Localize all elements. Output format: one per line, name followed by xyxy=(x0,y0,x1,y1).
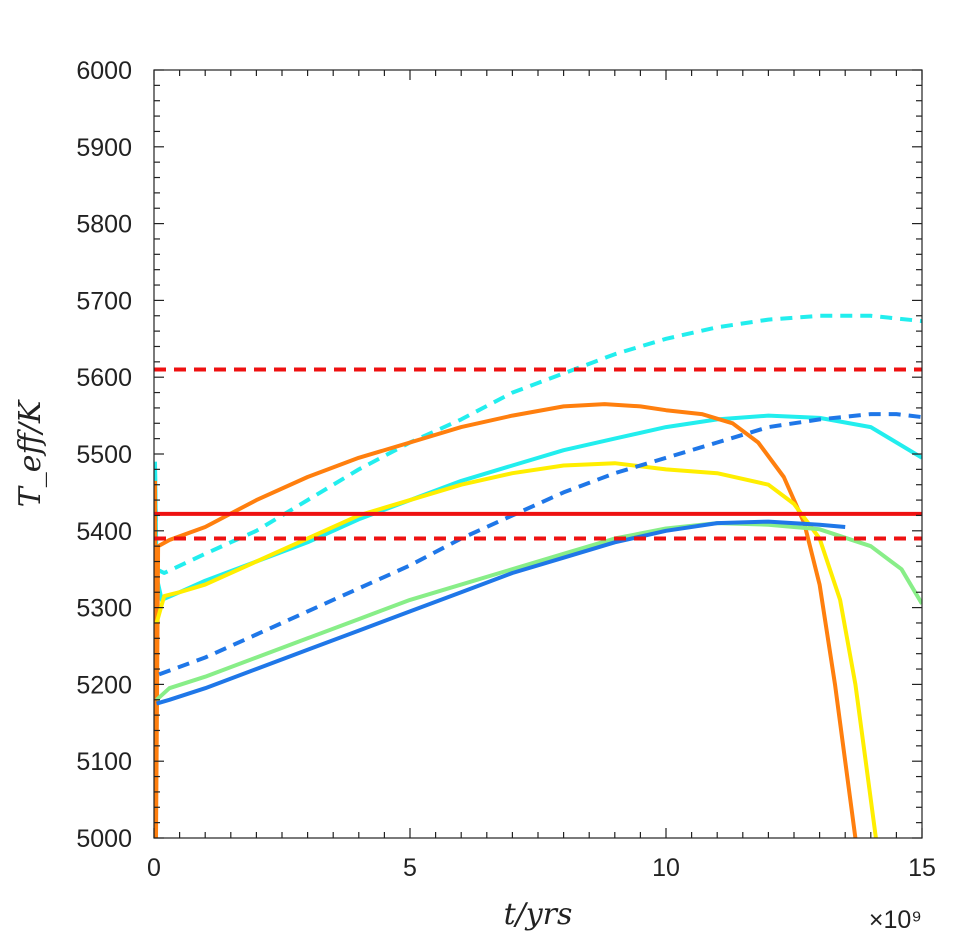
y-tick-label: 5700 xyxy=(76,287,132,315)
plot-frame xyxy=(153,69,923,839)
x-tick-label: 15 xyxy=(908,854,936,882)
series-line-4 xyxy=(154,461,878,838)
series-line-5 xyxy=(158,412,922,677)
series-line-1 xyxy=(154,313,922,575)
series-line-2 xyxy=(154,413,922,602)
x-tick-label: 0 xyxy=(147,854,161,882)
series-layer xyxy=(154,313,922,838)
y-tick-label: 5100 xyxy=(76,748,132,776)
y-tick-label: 5000 xyxy=(76,825,132,853)
y-tick-label: 5600 xyxy=(76,364,132,392)
series-line-3 xyxy=(154,402,858,838)
series-line-7 xyxy=(156,519,846,706)
y-tick-label: 5800 xyxy=(76,211,132,239)
y-tick-label: 5400 xyxy=(76,518,132,546)
tick-labels: 0 5 10 15 5000 5100 5200 5300 5400 5500 5600 5700 58… xyxy=(76,57,936,882)
x-axis-title: t/yrs xyxy=(504,897,573,932)
x-tick-label: 10 xyxy=(652,854,680,882)
y-axis-title: T_eff/K xyxy=(13,399,48,507)
y-tick-label: 5300 xyxy=(76,595,132,623)
y-tick-label: 6000 xyxy=(76,57,132,85)
series-line-6 xyxy=(155,521,922,702)
ticks xyxy=(153,69,923,839)
reference-lines xyxy=(154,367,922,541)
x-tick-label: 5 xyxy=(403,854,417,882)
y-tick-label: 5900 xyxy=(76,134,132,162)
y-tick-label: 5200 xyxy=(76,671,132,699)
y-tick-label: 5500 xyxy=(76,441,132,469)
x-multiplier: ×10⁹ xyxy=(869,906,922,934)
